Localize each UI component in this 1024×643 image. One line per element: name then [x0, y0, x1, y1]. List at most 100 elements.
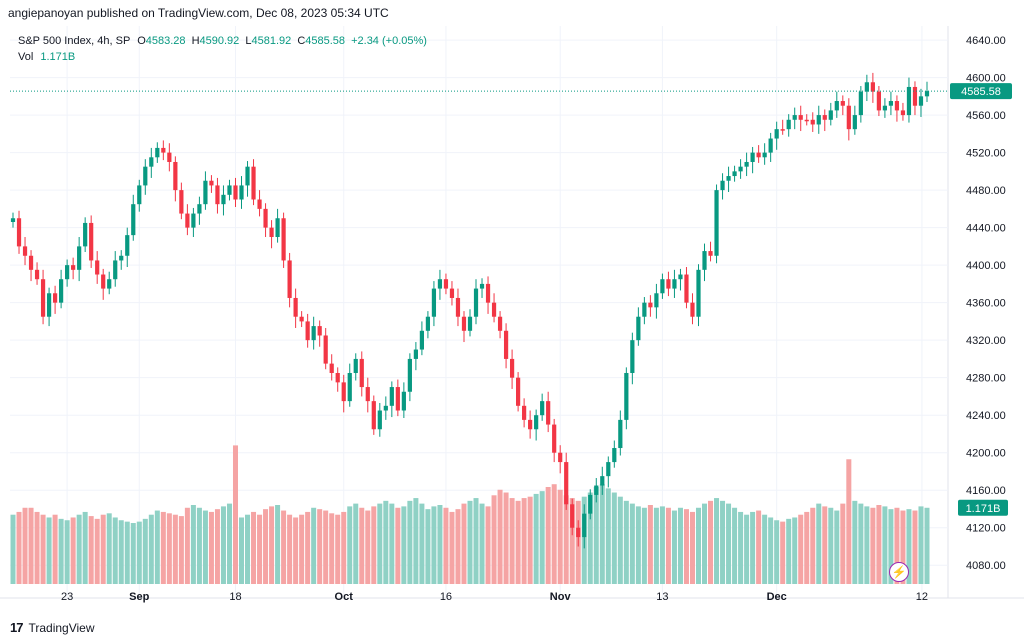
volume-bar [774, 520, 780, 584]
close-value: 4585.58 [305, 35, 346, 47]
y-tick-label: 4160.00 [966, 485, 1006, 497]
volume-bar [780, 521, 786, 584]
volume-bar [40, 514, 46, 584]
candle-body [780, 129, 785, 131]
candle-body [167, 152, 172, 162]
candle-body [768, 138, 773, 153]
volume-bar [485, 506, 491, 584]
volume-bar [804, 511, 810, 584]
candle-body [161, 147, 166, 153]
candle-body [600, 476, 605, 486]
candle-body [371, 401, 376, 430]
volume-bar [515, 500, 521, 584]
candle-body [564, 462, 569, 505]
candle-body [365, 387, 370, 402]
volume-bar [34, 511, 40, 584]
footer-brand[interactable]: 17 TradingView [10, 620, 95, 635]
volume-bar [509, 498, 515, 584]
candle-body [185, 213, 190, 228]
volume-bar [275, 504, 281, 584]
volume-bar [136, 521, 142, 584]
y-tick-label: 4520.00 [966, 148, 1006, 160]
volume-bar [251, 511, 257, 584]
candle-body [756, 152, 761, 158]
volume-bar [647, 504, 653, 584]
volume-bars [10, 445, 930, 584]
candle-body [89, 222, 94, 261]
candle-body [762, 152, 767, 158]
volume-bar [822, 506, 828, 584]
volume-bar [425, 509, 431, 584]
volume-bar [160, 511, 166, 584]
volume-bar [846, 459, 852, 584]
candle-body [179, 190, 184, 214]
lightning-icon[interactable]: ⚡ [889, 562, 909, 582]
candle-body [40, 279, 46, 317]
candle-body [858, 91, 863, 116]
volume-bar [533, 493, 539, 584]
volume-bar [605, 488, 611, 584]
candle-body [473, 288, 479, 317]
volume-bar [112, 517, 118, 584]
volume-bar [876, 504, 882, 584]
volume-bar [503, 492, 509, 584]
volume-bar [64, 520, 70, 584]
volume-bar [635, 506, 641, 584]
x-tick-label: Sep [129, 591, 149, 603]
volume-bar [708, 500, 714, 584]
y-tick-label: 4600.00 [966, 73, 1006, 85]
volume-bar [46, 517, 52, 584]
candle-body [696, 269, 701, 317]
volume-bar [16, 511, 22, 584]
candle-body [810, 119, 815, 125]
volume-bar [263, 509, 269, 584]
candle-body [149, 157, 154, 167]
volume-bar [545, 486, 551, 584]
candle-body [684, 274, 689, 303]
volume-bar [419, 503, 425, 584]
candle-body [792, 115, 797, 120]
volume-bar [293, 517, 299, 584]
candle-body [546, 401, 551, 425]
candle-body [888, 101, 894, 106]
candle-body [690, 302, 695, 317]
volume-bar [527, 496, 533, 584]
volume-bar [563, 495, 569, 584]
candle-body [900, 110, 906, 116]
candle-body [822, 115, 827, 120]
candle-body [83, 222, 88, 247]
publisher-caption: angiepanoyan published on TradingView.co… [8, 6, 389, 20]
volume-bar [220, 506, 226, 584]
candle-body [209, 180, 214, 186]
candle-body [245, 166, 250, 186]
volume-bar [894, 507, 900, 584]
volume-bar [497, 489, 503, 584]
candle-body [293, 297, 298, 317]
candle-body [846, 105, 851, 130]
volume-bar [714, 498, 720, 584]
open-value: 4583.28 [145, 35, 186, 47]
candle-body [660, 279, 665, 294]
open-label: O [137, 35, 146, 47]
candle-body [269, 227, 274, 238]
volume-bar [245, 514, 251, 584]
candle-body [395, 387, 400, 411]
volume-bar [467, 500, 473, 584]
volume-bar [238, 517, 245, 584]
candle-body [582, 513, 587, 538]
volume-bar [341, 511, 347, 584]
volume-bar [94, 518, 100, 584]
volume-bar [912, 510, 918, 584]
volume-bar [172, 514, 178, 584]
volume-bar [82, 511, 88, 584]
volume-bar [798, 514, 804, 584]
candle-body [497, 316, 503, 331]
candle-body [34, 269, 40, 280]
volume-bar [732, 507, 738, 584]
tradingview-logo-icon: 17 [10, 620, 24, 635]
candle-body [834, 101, 839, 111]
candle-body [918, 96, 924, 106]
candle-body [125, 235, 130, 256]
candle-body [636, 316, 641, 341]
